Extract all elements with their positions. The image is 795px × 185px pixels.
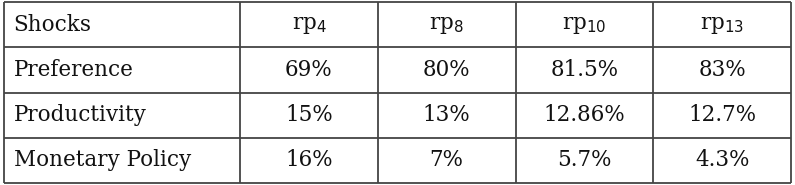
Text: 16%: 16% — [285, 149, 333, 171]
Text: 7%: 7% — [429, 149, 463, 171]
Text: 69%: 69% — [285, 59, 333, 81]
Text: 12.86%: 12.86% — [544, 104, 626, 126]
Text: Productivity: Productivity — [14, 104, 146, 126]
Text: 4.3%: 4.3% — [695, 149, 750, 171]
Text: 81.5%: 81.5% — [550, 59, 619, 81]
Text: Shocks: Shocks — [14, 14, 91, 36]
Text: rp$_{10}$: rp$_{10}$ — [562, 14, 607, 36]
Text: rp$_8$: rp$_8$ — [429, 14, 464, 36]
Text: Monetary Policy: Monetary Policy — [14, 149, 191, 171]
Text: rp$_{13}$: rp$_{13}$ — [700, 14, 744, 36]
Text: 80%: 80% — [423, 59, 471, 81]
Text: 13%: 13% — [423, 104, 471, 126]
Text: 83%: 83% — [698, 59, 746, 81]
Text: 5.7%: 5.7% — [557, 149, 611, 171]
Text: Preference: Preference — [14, 59, 134, 81]
Text: 15%: 15% — [285, 104, 333, 126]
Text: rp$_4$: rp$_4$ — [292, 14, 327, 36]
Text: 12.7%: 12.7% — [688, 104, 756, 126]
